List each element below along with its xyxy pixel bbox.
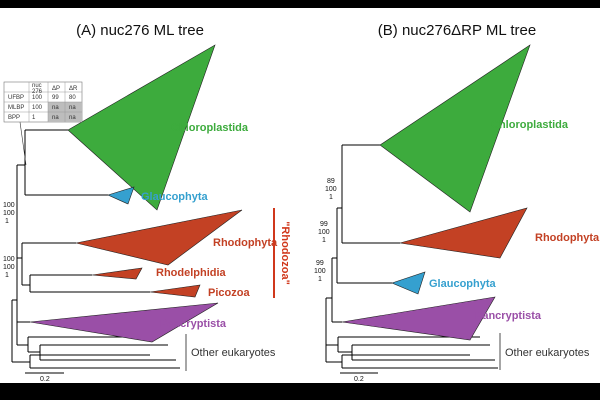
table-row-label: MLBP	[8, 105, 24, 111]
support-value: 99	[316, 260, 324, 267]
support-value: 100	[325, 186, 337, 193]
label-pancryptista-b: Pancryptista	[475, 310, 542, 322]
support-value: 1	[318, 276, 322, 283]
support-value: 89	[327, 178, 335, 185]
label-rhodophyta-a: Rhodophyta	[213, 237, 278, 249]
table-cell: na	[52, 115, 59, 121]
label-rhodozoa: "Rhodozoa"	[279, 221, 291, 285]
support-value: 100	[3, 256, 15, 263]
support-value: 99	[320, 221, 328, 228]
support-node3-b: 99 100 1	[314, 260, 326, 283]
support-value: 1	[329, 194, 333, 201]
label-glaucophyta-a: Glaucophyta	[141, 191, 209, 203]
table-header-dp: ΔP	[52, 86, 60, 92]
chloroplastida-clade-a	[67, 44, 216, 211]
glaucophyta-clade-a	[107, 186, 135, 205]
label-chloroplastida-a: Chloroplastida	[171, 122, 249, 134]
label-glaucophyta-b: Glaucophyta	[429, 278, 497, 290]
support-node2-a: 100 100 1	[3, 256, 15, 279]
table-cell: 1	[32, 115, 36, 121]
table-cell: na	[69, 115, 76, 121]
support-node2-b: 99 100 1	[318, 221, 330, 244]
glaucophyta-clade-b	[391, 271, 426, 295]
rhodophyta-clade-a	[75, 209, 243, 266]
support-value: 1	[5, 272, 9, 279]
support-value: 1	[5, 218, 9, 225]
scale-label-b: 0.2	[354, 376, 364, 383]
support-table: nuc 276 ΔP ΔR UFBP 100 99 80 MLBP 100 na …	[3, 81, 83, 123]
pancryptista-clade-b	[341, 296, 496, 341]
table-cell: 99	[52, 95, 59, 101]
table-header-nuc: nuc 276	[32, 83, 43, 95]
table-cell: 100	[32, 95, 43, 101]
label-rhodophyta-b: Rhodophyta	[535, 232, 600, 244]
label-pancryptista-a: Pancryptista	[160, 318, 227, 330]
label-other-eukaryotes-a: Other eukaryotes	[191, 347, 276, 359]
support-value: 100	[318, 229, 330, 236]
support-node1-a: 100 100 1	[3, 202, 15, 225]
label-chloroplastida-b: Chloroplastida	[491, 119, 569, 131]
label-rhodelphidia-a: Rhodelphidia	[156, 267, 227, 279]
chloroplastida-clade-b	[379, 44, 531, 213]
support-value: 100	[3, 210, 15, 217]
pancryptista-clade-a	[29, 302, 219, 343]
panel-a-tree-branches	[11, 129, 180, 369]
panel-a-title: (A) nuc276 ML tree	[76, 22, 204, 39]
panel-a: (A) nuc276 ML tree	[3, 22, 291, 383]
picozoa-clade-a	[149, 284, 201, 298]
table-cell: 80	[69, 95, 76, 101]
rhodelphidia-clade-a	[91, 267, 143, 280]
label-picozoa-a: Picozoa	[208, 287, 250, 299]
table-row-label: BPP	[8, 115, 20, 121]
panel-b: (B) nuc276ΔRP ML tree	[314, 22, 600, 383]
table-cell: 100	[32, 105, 43, 111]
support-value: 100	[3, 202, 15, 209]
support-value: 100	[3, 264, 15, 271]
table-cell: na	[52, 105, 59, 111]
scale-label-a: 0.2	[40, 376, 50, 383]
rhodophyta-clade-b	[399, 207, 528, 259]
support-value: 1	[322, 237, 326, 244]
label-other-eukaryotes-b: Other eukaryotes	[505, 347, 590, 359]
table-header-dr: ΔR	[69, 86, 78, 92]
table-callout-line	[19, 121, 27, 166]
table-cell: na	[69, 105, 76, 111]
support-value: 100	[314, 268, 326, 275]
table-row-label: UFBP	[8, 95, 24, 101]
panel-b-title: (B) nuc276ΔRP ML tree	[378, 22, 536, 39]
support-node1-b: 89 100 1	[325, 178, 337, 201]
